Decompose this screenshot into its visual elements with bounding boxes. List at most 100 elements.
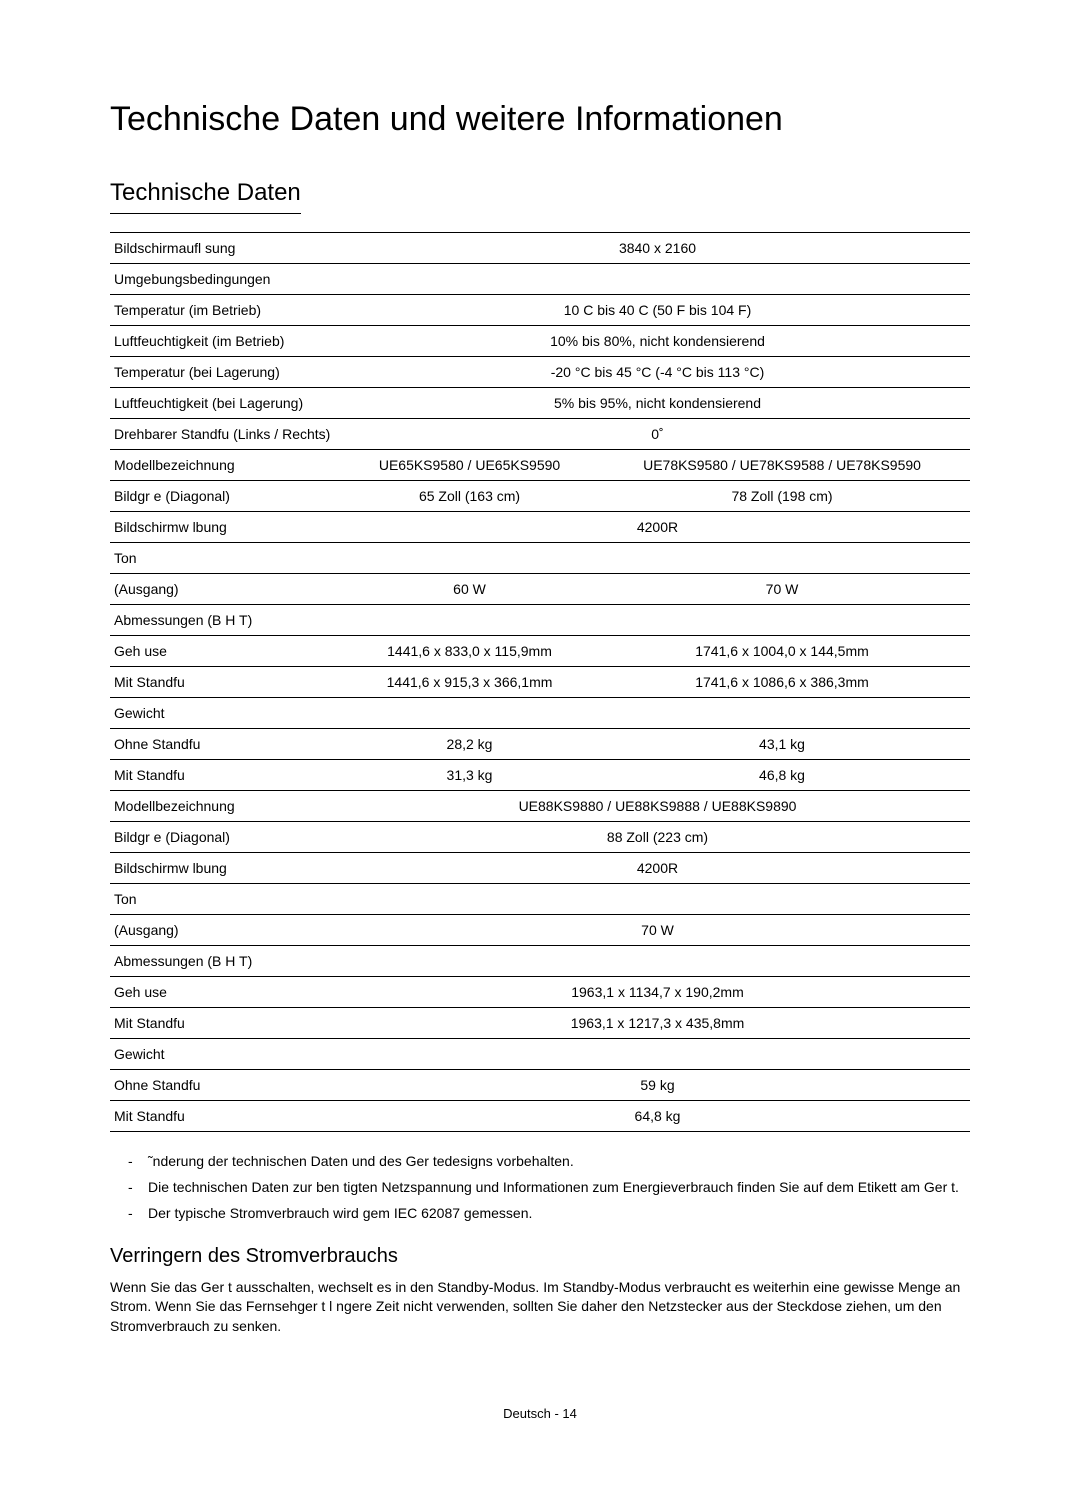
- row-label: Abmessungen (B H T): [110, 946, 345, 977]
- table-row: Ton: [110, 543, 970, 574]
- row-value: UE65KS9580 / UE65KS9590: [345, 450, 594, 481]
- row-value: 1963,1 x 1217,3 x 435,8mm: [345, 1008, 970, 1039]
- row-label: Mit Standfu: [110, 667, 345, 698]
- section-heading: Technische Daten: [110, 179, 301, 214]
- power-body: Wenn Sie das Ger t ausschalten, wechselt…: [110, 1278, 970, 1337]
- table-row: (Ausgang)70 W: [110, 915, 970, 946]
- page-title: Technische Daten und weitere Information…: [110, 100, 970, 139]
- table-row: Ohne Standfu28,2 kg43,1 kg: [110, 729, 970, 760]
- row-value: 65 Zoll (163 cm): [345, 481, 594, 512]
- row-value: 70 W: [594, 574, 970, 605]
- row-label: Ohne Standfu: [110, 1070, 345, 1101]
- row-value: UE88KS9880 / UE88KS9888 / UE88KS9890: [345, 791, 970, 822]
- table-row: ModellbezeichnungUE88KS9880 / UE88KS9888…: [110, 791, 970, 822]
- row-label: Mit Standfu: [110, 1101, 345, 1132]
- note-item: Die technischen Daten zur ben tigten Net…: [110, 1178, 970, 1197]
- table-row: Temperatur (bei Lagerung)-20 °C bis 45 °…: [110, 357, 970, 388]
- note-item: Der typische Stromverbrauch wird gem IEC…: [110, 1204, 970, 1223]
- spec-table: Bildschirmaufl sung3840 x 2160Umgebungsb…: [110, 232, 970, 1132]
- table-row: Bildgr e (Diagonal)88 Zoll (223 cm): [110, 822, 970, 853]
- row-value: 3840 x 2160: [345, 233, 970, 264]
- row-value: UE78KS9580 / UE78KS9588 / UE78KS9590: [594, 450, 970, 481]
- row-value: 70 W: [345, 915, 970, 946]
- row-value: 4200R: [345, 512, 970, 543]
- row-label: Abmessungen (B H T): [110, 605, 345, 636]
- row-label: Geh use: [110, 636, 345, 667]
- row-value: 1741,6 x 1086,6 x 386,3mm: [594, 667, 970, 698]
- table-row: Mit Standfu1441,6 x 915,3 x 366,1mm1741,…: [110, 667, 970, 698]
- table-row: Geh use1441,6 x 833,0 x 115,9mm1741,6 x …: [110, 636, 970, 667]
- row-value: [345, 543, 970, 574]
- row-label: Ton: [110, 543, 345, 574]
- table-row: Bildschirmw lbung4200R: [110, 853, 970, 884]
- table-row: Mit Standfu31,3 kg46,8 kg: [110, 760, 970, 791]
- row-value: 0˚: [345, 419, 970, 450]
- table-row: Bildgr e (Diagonal)65 Zoll (163 cm)78 Zo…: [110, 481, 970, 512]
- row-label: Luftfeuchtigkeit (im Betrieb): [110, 326, 345, 357]
- row-value: 59 kg: [345, 1070, 970, 1101]
- table-row: Bildschirmaufl sung3840 x 2160: [110, 233, 970, 264]
- row-label: Temperatur (bei Lagerung): [110, 357, 345, 388]
- row-label: Drehbarer Standfu (Links / Rechts): [110, 419, 345, 450]
- row-label: Ohne Standfu: [110, 729, 345, 760]
- table-row: Luftfeuchtigkeit (bei Lagerung)5% bis 95…: [110, 388, 970, 419]
- row-value: 1963,1 x 1134,7 x 190,2mm: [345, 977, 970, 1008]
- table-row: Ohne Standfu59 kg: [110, 1070, 970, 1101]
- row-label: Mit Standfu: [110, 760, 345, 791]
- row-value: 1441,6 x 915,3 x 366,1mm: [345, 667, 594, 698]
- row-value: 1441,6 x 833,0 x 115,9mm: [345, 636, 594, 667]
- row-value: [345, 698, 970, 729]
- page-footer: Deutsch - 14: [110, 1406, 970, 1421]
- row-label: Bildschirmaufl sung: [110, 233, 345, 264]
- notes-list: ˜nderung der technischen Daten und des G…: [110, 1152, 970, 1223]
- row-label: Modellbezeichnung: [110, 450, 345, 481]
- row-label: Temperatur (im Betrieb): [110, 295, 345, 326]
- table-row: Gewicht: [110, 698, 970, 729]
- table-row: Mit Standfu1963,1 x 1217,3 x 435,8mm: [110, 1008, 970, 1039]
- row-label: Modellbezeichnung: [110, 791, 345, 822]
- table-row: Geh use1963,1 x 1134,7 x 190,2mm: [110, 977, 970, 1008]
- row-value: 4200R: [345, 853, 970, 884]
- row-label: Luftfeuchtigkeit (bei Lagerung): [110, 388, 345, 419]
- row-value: 60 W: [345, 574, 594, 605]
- table-row: Gewicht: [110, 1039, 970, 1070]
- row-label: (Ausgang): [110, 574, 345, 605]
- row-value: 5% bis 95%, nicht kondensierend: [345, 388, 970, 419]
- row-value: [345, 1039, 970, 1070]
- row-value: [345, 264, 970, 295]
- table-row: Luftfeuchtigkeit (im Betrieb)10% bis 80%…: [110, 326, 970, 357]
- row-label: Bildschirmw lbung: [110, 853, 345, 884]
- row-label: Gewicht: [110, 1039, 345, 1070]
- table-row: Umgebungsbedingungen: [110, 264, 970, 295]
- row-value: 46,8 kg: [594, 760, 970, 791]
- table-row: (Ausgang)60 W70 W: [110, 574, 970, 605]
- table-row: Temperatur (im Betrieb)10 C bis 40 C (50…: [110, 295, 970, 326]
- row-value: [345, 946, 970, 977]
- row-label: (Ausgang): [110, 915, 345, 946]
- table-row: Drehbarer Standfu (Links / Rechts)0˚: [110, 419, 970, 450]
- row-label: Umgebungsbedingungen: [110, 264, 345, 295]
- row-value: 88 Zoll (223 cm): [345, 822, 970, 853]
- row-label: Geh use: [110, 977, 345, 1008]
- table-row: ModellbezeichnungUE65KS9580 / UE65KS9590…: [110, 450, 970, 481]
- row-label: Bildgr e (Diagonal): [110, 822, 345, 853]
- row-label: Bildgr e (Diagonal): [110, 481, 345, 512]
- row-label: Gewicht: [110, 698, 345, 729]
- table-row: Abmessungen (B H T): [110, 946, 970, 977]
- row-value: [345, 605, 970, 636]
- row-value: 28,2 kg: [345, 729, 594, 760]
- row-value: 10% bis 80%, nicht kondensierend: [345, 326, 970, 357]
- table-row: Mit Standfu64,8 kg: [110, 1101, 970, 1132]
- note-item: ˜nderung der technischen Daten und des G…: [110, 1152, 970, 1171]
- row-label: Mit Standfu: [110, 1008, 345, 1039]
- table-row: Ton: [110, 884, 970, 915]
- power-heading: Verringern des Stromverbrauchs: [110, 1245, 970, 1268]
- row-value: 78 Zoll (198 cm): [594, 481, 970, 512]
- row-label: Bildschirmw lbung: [110, 512, 345, 543]
- row-value: 64,8 kg: [345, 1101, 970, 1132]
- table-row: Bildschirmw lbung4200R: [110, 512, 970, 543]
- row-value: [345, 884, 970, 915]
- row-value: -20 °C bis 45 °C (-4 °C bis 113 °C): [345, 357, 970, 388]
- row-value: 1741,6 x 1004,0 x 144,5mm: [594, 636, 970, 667]
- row-label: Ton: [110, 884, 345, 915]
